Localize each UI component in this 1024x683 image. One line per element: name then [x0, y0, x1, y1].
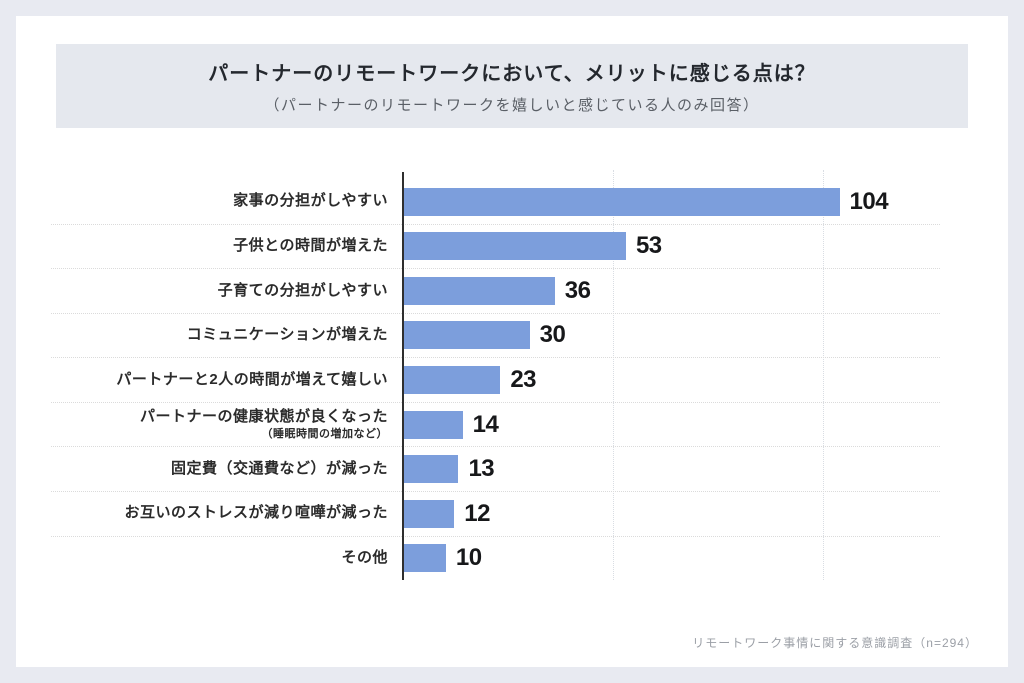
- value-label: 10: [455, 544, 482, 572]
- bar-row: 固定費（交通費など）が減った 13: [51, 446, 940, 491]
- bar-cell: 10: [404, 537, 940, 581]
- value-label: 36: [564, 276, 591, 304]
- bar: [404, 276, 555, 305]
- category-label: 家事の分担がしやすい: [51, 192, 402, 211]
- category-label-text: 子供との時間が増えた: [233, 236, 388, 254]
- bar-row: コミュニケーションが増えた 30: [51, 312, 940, 358]
- bar-cell: 23: [404, 358, 940, 402]
- value-label: 12: [464, 499, 490, 527]
- category-label-text: お互いのストレスが減り喧嘩が減った: [124, 504, 388, 522]
- value-label: 23: [510, 366, 537, 394]
- category-label: その他: [51, 549, 402, 568]
- bar-row: パートナーの健康状態が良くなった （睡眠時間の増加など） 14: [51, 401, 940, 447]
- bar-row: パートナーと2人の時間が増えて嬉しい 23: [51, 357, 940, 402]
- category-note: （睡眠時間の増加など）: [261, 427, 388, 440]
- bar-row: その他 10: [51, 535, 940, 581]
- value-label: 14: [472, 410, 499, 438]
- value-label: 104: [849, 187, 889, 215]
- source-note: リモートワーク事情に関する意識調査（n=294）: [692, 636, 978, 650]
- gridline-layer: [404, 170, 940, 580]
- category-label: 子供との時間が増えた: [51, 237, 402, 256]
- category-label-text: 子育ての分担がしやすい: [217, 281, 388, 299]
- bar-cell: 30: [404, 314, 940, 358]
- bar-cell: 36: [404, 269, 940, 313]
- bar-cell: 12: [404, 492, 940, 536]
- bar-row: 家事の分担がしやすい 104: [51, 180, 940, 224]
- category-label: 子育ての分担がしやすい: [51, 282, 402, 301]
- bar-cell: 14: [404, 403, 940, 447]
- bar-rows: 家事の分担がしやすい 104 子供との時間が増えた 53 子育ての分担がしやすい: [51, 180, 940, 580]
- bar-row: お互いのストレスが減り喧嘩が減った 12: [51, 490, 940, 536]
- value-label: 13: [468, 455, 495, 483]
- bar: [404, 544, 446, 573]
- category-label: パートナーと2人の時間が増えて嬉しい: [51, 371, 402, 390]
- category-label: 固定費（交通費など）が減った: [51, 460, 402, 479]
- bar: [404, 366, 501, 395]
- y-axis-line: [402, 172, 404, 580]
- category-label: お互いのストレスが減り喧嘩が減った: [51, 504, 402, 523]
- category-label-text: コミュニケーションが増えた: [186, 326, 388, 344]
- category-label-text: パートナーと2人の時間が増えて嬉しい: [116, 370, 388, 388]
- category-label: コミュニケーションが増えた: [51, 326, 402, 345]
- bar: [404, 321, 530, 350]
- value-label: 53: [635, 232, 662, 260]
- gridline-50: [613, 170, 615, 580]
- category-label-text: 家事の分担がしやすい: [233, 192, 388, 210]
- bar-row: 子育ての分担がしやすい 36: [51, 268, 940, 313]
- bar-cell: 53: [404, 225, 940, 269]
- chart-header-banner: パートナーのリモートワークにおいて、メリットに感じる点は？ （パートナーのリモー…: [56, 44, 968, 128]
- bar: [404, 455, 459, 484]
- bar-chart: 家事の分担がしやすい 104 子供との時間が増えた 53 子育ての分担がしやすい: [51, 170, 940, 580]
- bar-cell: 104: [404, 180, 940, 224]
- category-label-text: その他: [341, 548, 388, 566]
- bar: [404, 499, 455, 528]
- category-label-text: 固定費（交通費など）が減った: [170, 459, 388, 477]
- bar: [404, 410, 463, 439]
- chart-subtitle: （パートナーのリモートワークを嬉しいと感じている人のみ回答）: [264, 97, 760, 114]
- chart-card: パートナーのリモートワークにおいて、メリットに感じる点は？ （パートナーのリモー…: [16, 16, 1008, 667]
- category-label-text: パートナーの健康状態が良くなった: [139, 407, 388, 425]
- bar-row: 子供との時間が増えた 53: [51, 223, 940, 269]
- chart-title: パートナーのリモートワークにおいて、メリットに感じる点は？: [208, 63, 816, 85]
- bar-cell: 13: [404, 447, 940, 491]
- value-label: 30: [539, 321, 566, 349]
- bar: [404, 187, 840, 216]
- gridline-100: [822, 170, 824, 580]
- category-label: パートナーの健康状態が良くなった （睡眠時間の増加など）: [51, 408, 402, 442]
- bar: [404, 232, 626, 261]
